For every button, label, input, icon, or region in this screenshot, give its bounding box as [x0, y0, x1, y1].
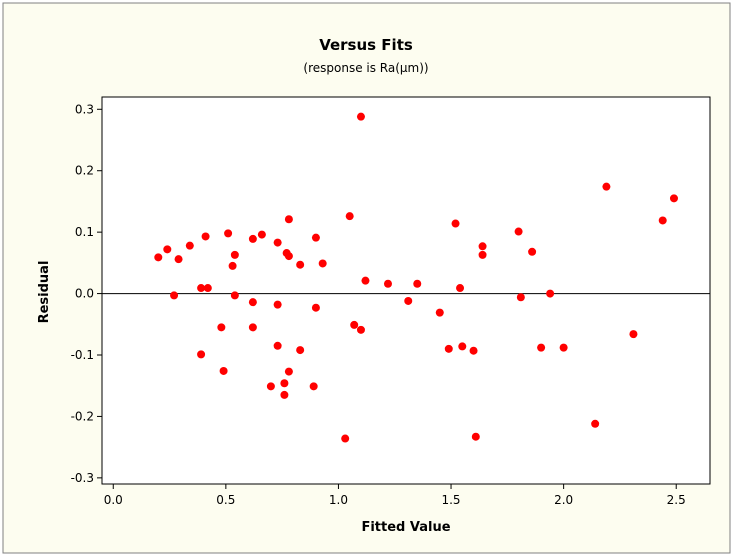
x-axis-label: Fitted Value — [361, 520, 450, 535]
data-point — [456, 284, 465, 293]
data-point — [284, 252, 293, 261]
y-tick-label: -0.3 — [71, 471, 94, 485]
x-tick-label: 0.0 — [104, 493, 123, 507]
data-point — [273, 341, 282, 350]
data-point — [629, 330, 638, 339]
data-point — [230, 291, 239, 300]
data-point — [361, 276, 370, 285]
x-tick-label: 2.5 — [667, 493, 686, 507]
data-point — [311, 233, 320, 242]
data-point — [528, 247, 537, 256]
x-tick-label: 2.0 — [554, 493, 573, 507]
data-point — [658, 216, 667, 225]
data-point — [203, 284, 212, 293]
x-tick-label: 0.5 — [216, 493, 235, 507]
data-point — [444, 344, 453, 353]
data-point — [284, 367, 293, 376]
data-point — [280, 390, 289, 399]
data-point — [471, 432, 480, 441]
data-point — [469, 346, 478, 355]
data-point — [350, 320, 359, 329]
data-point — [266, 382, 275, 391]
y-tick-label: -0.1 — [71, 348, 94, 362]
data-point — [257, 230, 266, 239]
data-point — [174, 255, 183, 264]
data-point — [546, 289, 555, 298]
data-point — [219, 366, 228, 375]
y-axis-label: Residual — [37, 261, 52, 324]
data-point — [516, 293, 525, 302]
data-point — [154, 253, 163, 262]
data-point — [404, 296, 413, 305]
data-point — [602, 182, 611, 191]
data-point — [230, 250, 239, 259]
data-points — [154, 112, 678, 443]
data-point — [197, 284, 206, 293]
data-point — [224, 229, 233, 238]
data-point — [296, 346, 305, 355]
data-point — [514, 227, 523, 236]
data-point — [478, 250, 487, 259]
data-point — [248, 234, 257, 243]
data-point — [356, 325, 365, 334]
data-point — [273, 238, 282, 247]
data-point — [273, 300, 282, 309]
y-tick-label: -0.2 — [71, 409, 94, 423]
data-point — [170, 291, 179, 300]
data-point — [413, 279, 422, 288]
plot-area — [101, 96, 711, 485]
data-point — [201, 232, 210, 241]
data-point — [537, 343, 546, 352]
chart-subtitle: (response is Ra(µm)) — [303, 61, 428, 75]
data-point — [309, 382, 318, 391]
data-point — [318, 259, 327, 268]
data-point — [185, 241, 194, 250]
data-point — [248, 298, 257, 307]
data-point — [435, 308, 444, 317]
x-axis-ticks: 0.0 0.5 1.0 1.5 2.0 2.5 — [104, 484, 686, 507]
chart-title: Versus Fits — [319, 36, 413, 54]
data-point — [451, 219, 460, 228]
data-point — [284, 215, 293, 224]
data-point — [356, 112, 365, 121]
data-point — [296, 260, 305, 269]
data-point — [669, 194, 678, 203]
data-point — [559, 343, 568, 352]
y-axis-ticks: -0.3 -0.2 -0.1 0.0 0.1 0.2 0.3 — [71, 102, 102, 485]
data-point — [345, 212, 354, 221]
data-point — [311, 303, 320, 312]
y-tick-label: 0.2 — [75, 164, 94, 178]
x-tick-label: 1.0 — [329, 493, 348, 507]
data-point — [163, 245, 172, 254]
y-tick-label: 0.0 — [75, 287, 94, 301]
data-point — [478, 242, 487, 251]
x-tick-label: 1.5 — [441, 493, 460, 507]
data-point — [248, 323, 257, 332]
y-tick-label: 0.1 — [75, 225, 94, 239]
data-point — [217, 323, 226, 332]
data-point — [197, 350, 206, 359]
data-point — [341, 434, 350, 443]
data-point — [228, 261, 237, 270]
data-point — [280, 379, 289, 388]
data-point — [458, 342, 467, 351]
y-tick-label: 0.3 — [75, 102, 94, 116]
data-point — [383, 279, 392, 288]
data-point — [591, 419, 600, 428]
